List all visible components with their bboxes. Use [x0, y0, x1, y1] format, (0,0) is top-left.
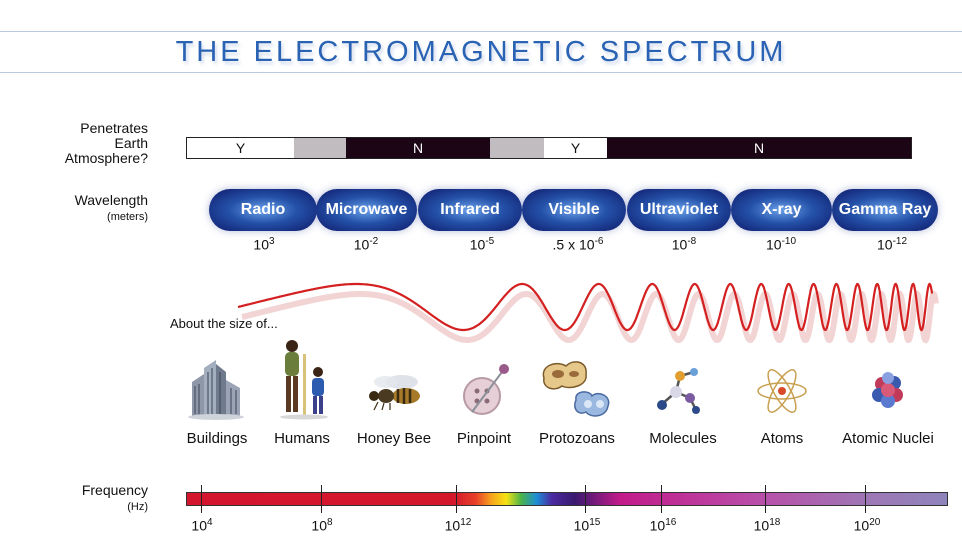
frequency-tick — [321, 485, 322, 513]
frequency-tick-label: 1016 — [649, 517, 677, 534]
frequency-unit: (Hz) — [127, 501, 148, 513]
honey-bee-icon — [369, 375, 420, 411]
wavelength-value: 103 — [253, 236, 275, 253]
object-label: Molecules — [649, 430, 717, 447]
atmosphere-segment — [294, 138, 346, 158]
title-rule-top — [0, 31, 962, 32]
wavelength-value: 10-10 — [765, 236, 797, 253]
band-gamma-ray: Gamma Ray — [832, 189, 938, 231]
atmosphere-label-line: Atmosphere? — [64, 150, 148, 166]
object-label: Honey Bee — [356, 430, 432, 447]
atomic-nuclei-icon — [872, 372, 903, 408]
buildings-icon — [188, 360, 244, 420]
band-infrared: Infrared — [418, 189, 522, 231]
band-visible: Visible — [522, 189, 626, 231]
frequency-tick-label: 1020 — [853, 517, 881, 534]
frequency-tick-label: 1018 — [753, 517, 781, 534]
frequency-tick-label: 108 — [311, 517, 333, 534]
object-label: Buildings — [186, 430, 248, 447]
object-label: Atomic Nuclei — [842, 430, 934, 447]
band-microwave: Microwave — [316, 189, 417, 231]
wavelength-value: 10-12 — [876, 236, 908, 253]
object-label: Humans — [274, 430, 330, 447]
frequency-tick — [585, 485, 586, 513]
frequency-tick-label: 104 — [191, 517, 213, 534]
molecules-icon — [657, 368, 700, 414]
frequency-tick — [765, 485, 766, 513]
band-xray: X-ray — [731, 189, 832, 231]
atmosphere-segment — [490, 138, 544, 158]
frequency-tick-label: 1012 — [444, 517, 472, 534]
wavelength-label: Wavelength — [74, 192, 148, 208]
page-title: THE ELECTROMAGNETIC SPECTRUM — [175, 36, 787, 68]
atmosphere-label-line: Earth — [114, 135, 148, 151]
size-label: About the size of... — [170, 316, 278, 331]
frequency-label: Frequency — [81, 482, 148, 498]
atoms-icon — [757, 369, 807, 413]
band-ultraviolet: Ultraviolet — [627, 189, 731, 231]
wavelength-value: 10-8 — [671, 236, 697, 253]
frequency-tick — [865, 485, 866, 513]
protozoans-icon — [542, 361, 610, 417]
atmosphere-segment: N — [607, 138, 911, 158]
band-radio: Radio — [209, 189, 317, 231]
title-rule-bottom — [0, 72, 962, 73]
frequency-tick — [661, 485, 662, 513]
atmosphere-label: Penetrates Earth Atmosphere? — [40, 121, 148, 166]
frequency-tick — [456, 485, 457, 513]
wavelength-unit: (meters) — [107, 211, 148, 223]
atmosphere-segment: N — [346, 138, 490, 158]
object-label: Pinpoint — [456, 430, 512, 447]
humans-icon — [280, 340, 328, 420]
object-label: Atoms — [760, 430, 804, 447]
wavelength-value: .5 x 10-6 — [552, 236, 604, 253]
atmosphere-segment: Y — [544, 138, 607, 158]
object-label: Protozoans — [539, 430, 615, 447]
frequency-tick — [201, 485, 202, 513]
pinpoint-icon — [463, 364, 509, 415]
wavelength-value: 10-2 — [353, 236, 379, 253]
frequency-bar — [186, 492, 948, 506]
wave-graphic — [237, 282, 939, 344]
wave-line — [237, 282, 934, 332]
atmosphere-label-line: Penetrates — [80, 120, 148, 136]
atmosphere-bar: Y N Y N — [186, 137, 912, 159]
frequency-tick-label: 1015 — [573, 517, 601, 534]
wavelength-value: 10-5 — [469, 236, 495, 253]
wave-shadow — [241, 290, 939, 344]
atmosphere-segment: Y — [187, 138, 294, 158]
